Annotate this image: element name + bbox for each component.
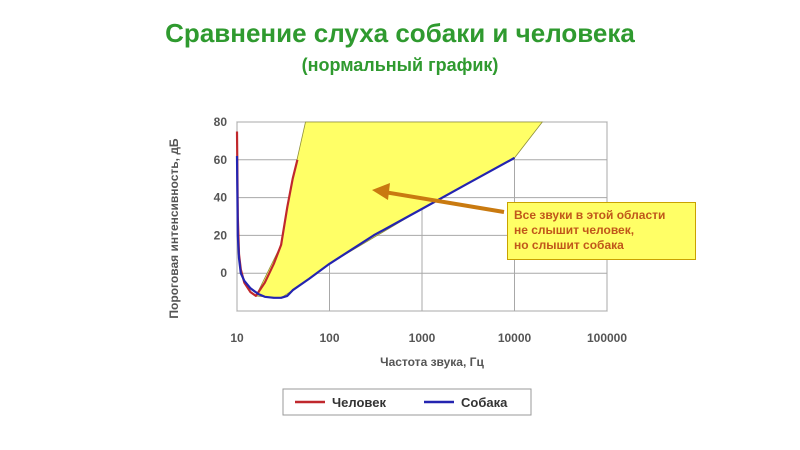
series-line-dog [235, 155, 516, 299]
legend-label: Человек [332, 395, 386, 410]
x-tick-label: 10000 [498, 331, 532, 345]
x-tick-label: 10 [230, 331, 244, 345]
annotation-arrow [385, 190, 505, 214]
x-tick-label: 100000 [587, 331, 627, 345]
y-axis-label: Пороговая интенсивность, дБ [167, 138, 181, 318]
y-tick-label: 40 [214, 191, 228, 205]
annotation-line-3: но слышит собака [514, 238, 624, 252]
y-tick-label: 0 [220, 266, 227, 280]
y-tick-label: 60 [214, 153, 228, 167]
chart-title: Сравнение слуха собаки и человека [165, 18, 635, 48]
y-tick-label: 80 [214, 115, 228, 129]
x-axis-label: Частота звука, Гц [380, 355, 484, 369]
legend-label: Собака [461, 395, 508, 410]
x-tick-label: 100 [319, 331, 339, 345]
annotation-line-1: Все звуки в этой области [514, 208, 666, 222]
x-tick-label: 1000 [409, 331, 436, 345]
chart-subtitle: (нормальный график) [301, 55, 499, 75]
y-tick-label: 20 [214, 228, 228, 242]
annotation-arrowhead [372, 183, 390, 200]
annotation-box: Все звуки в этой области не слышит челов… [507, 202, 696, 260]
annotation-line-2: не слышит человек, [514, 223, 635, 237]
